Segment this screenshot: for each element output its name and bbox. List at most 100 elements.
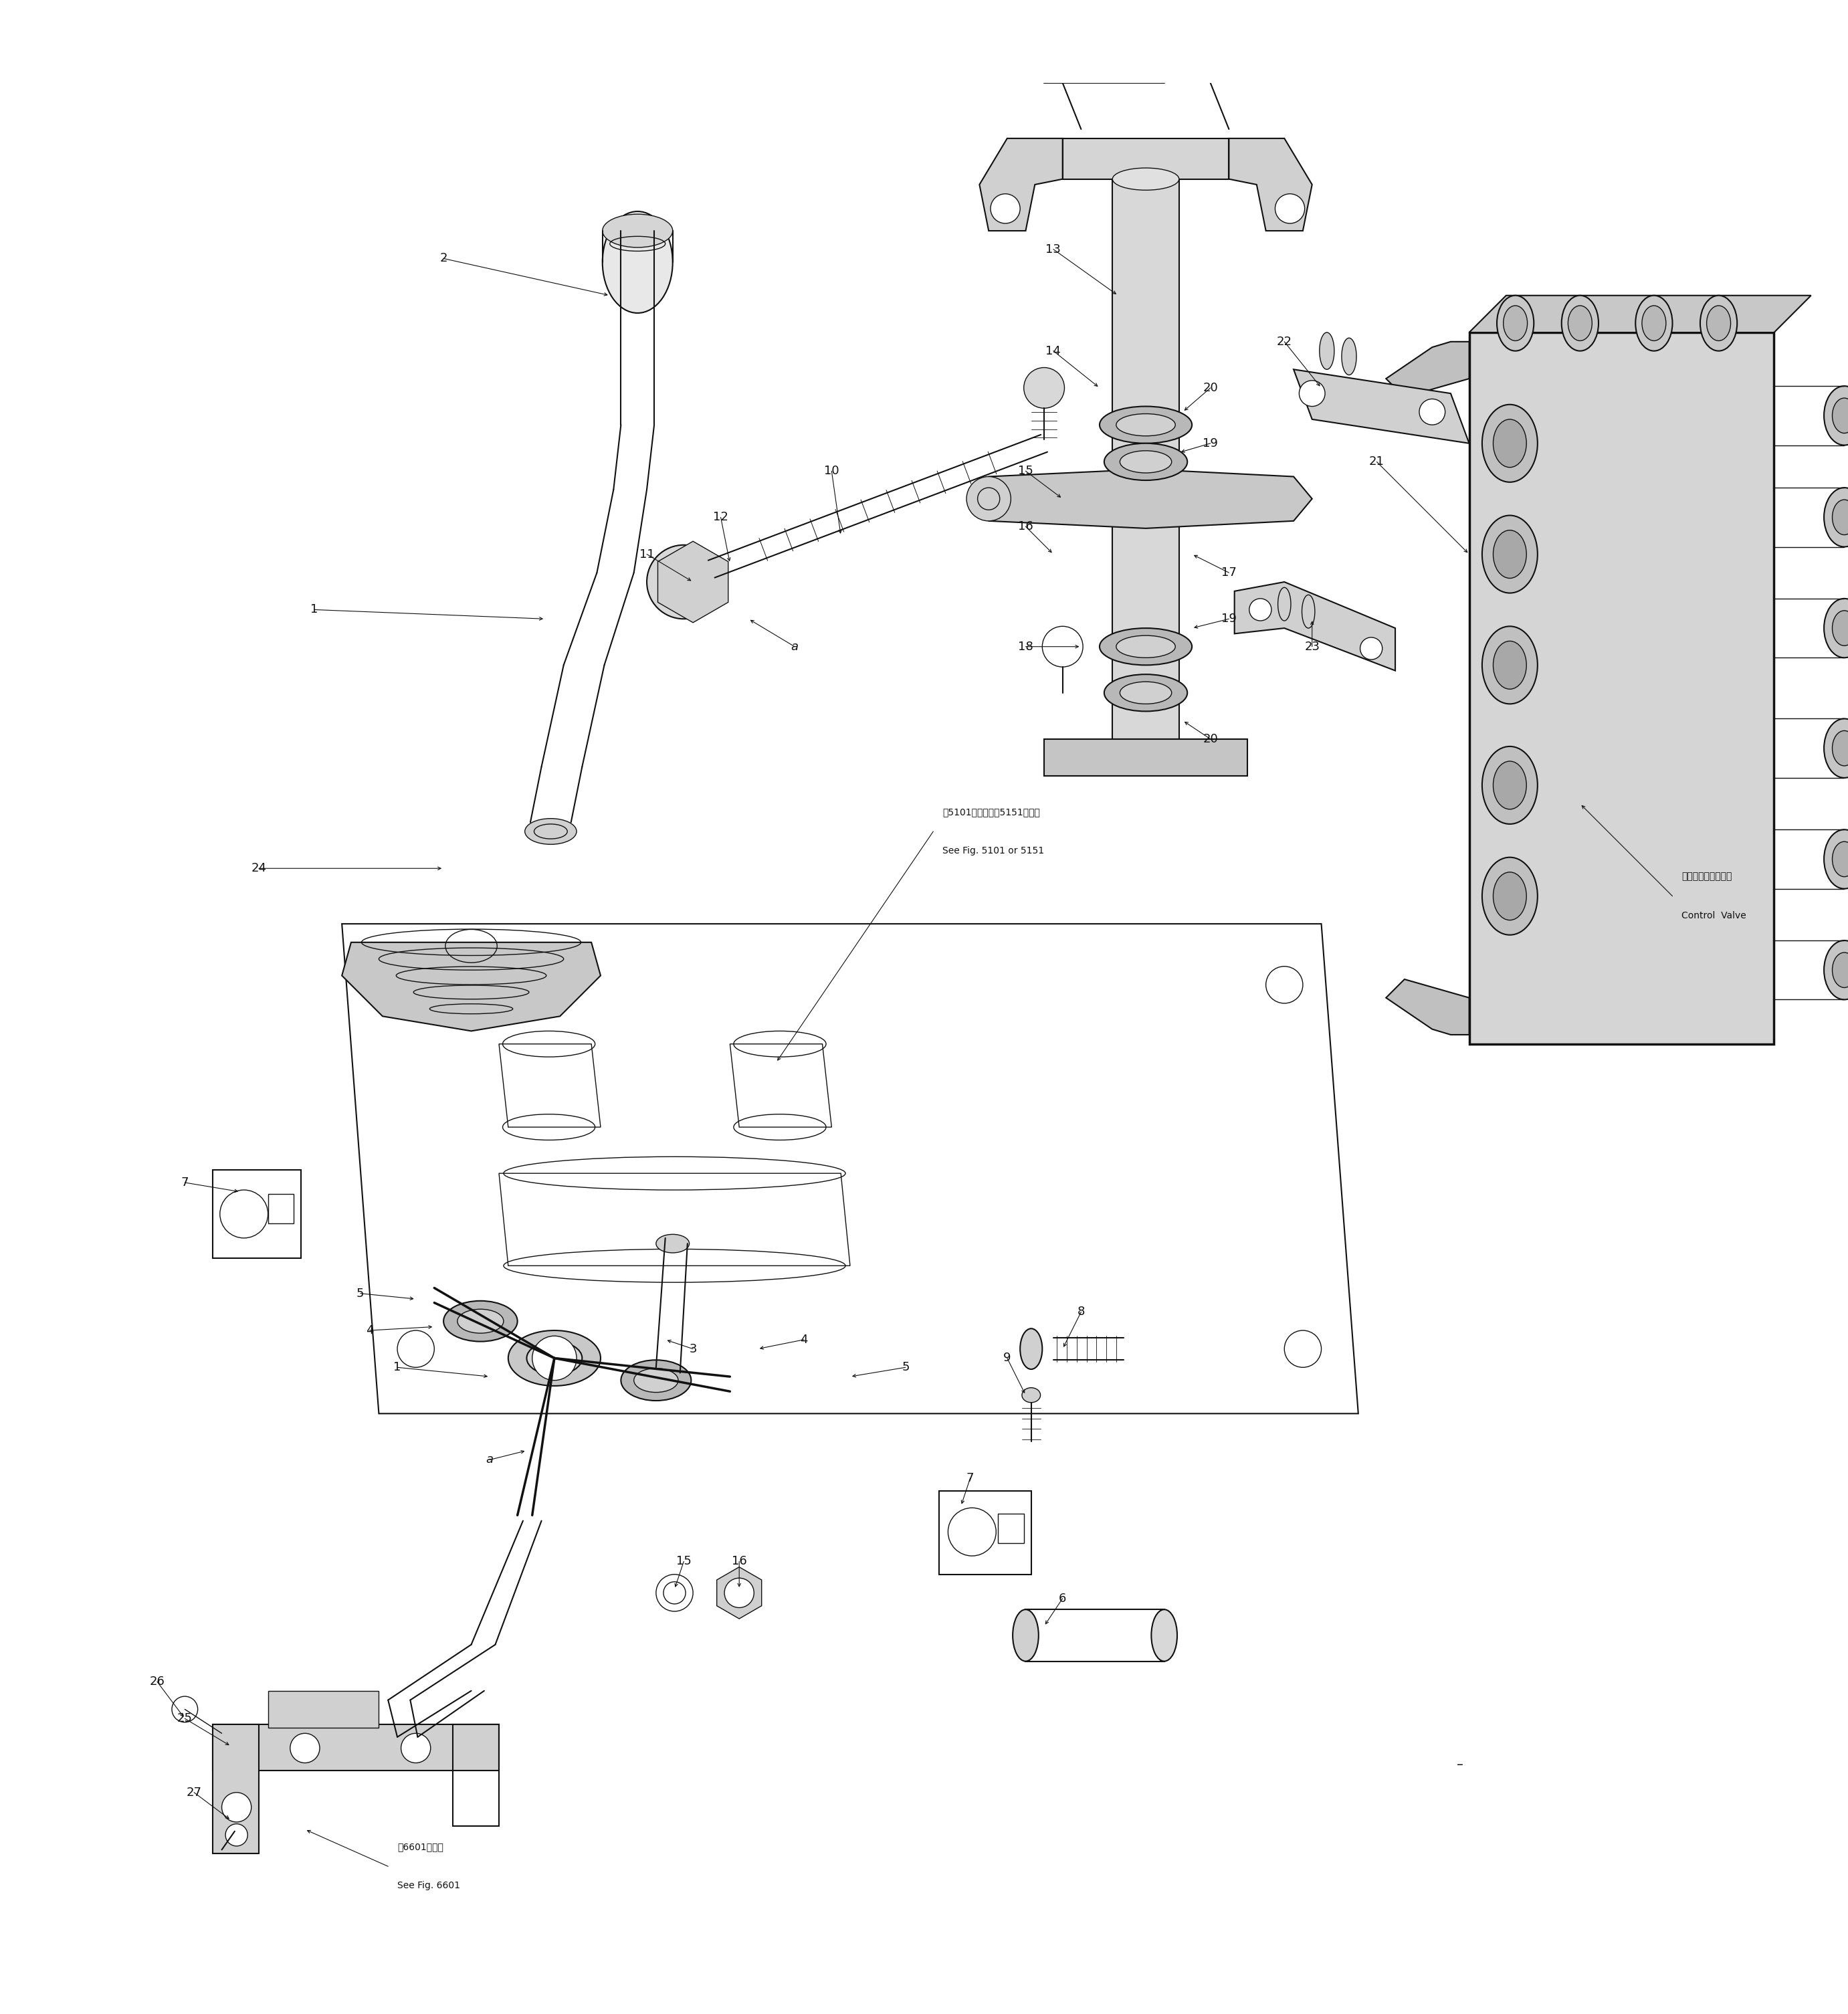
Ellipse shape [1831,731,1848,765]
Ellipse shape [1706,306,1730,340]
Ellipse shape [1112,167,1179,189]
Text: 19: 19 [1222,612,1236,624]
Ellipse shape [525,818,577,844]
Ellipse shape [1824,941,1848,999]
Polygon shape [658,542,728,622]
Polygon shape [1469,296,1811,332]
Bar [998,1513,1024,1543]
Circle shape [1249,598,1271,620]
Ellipse shape [1831,499,1848,536]
Ellipse shape [1482,858,1538,934]
Text: 1: 1 [394,1361,401,1374]
Ellipse shape [1100,628,1192,665]
Bar [939,1490,1031,1575]
Ellipse shape [1493,419,1526,467]
Text: a: a [486,1454,493,1466]
Circle shape [1024,367,1064,409]
Text: See Fig. 6601: See Fig. 6601 [397,1881,460,1891]
Ellipse shape [1482,405,1538,481]
Circle shape [401,1734,431,1762]
Text: 23: 23 [1305,640,1319,653]
Text: 11: 11 [639,548,654,560]
Ellipse shape [1342,338,1356,375]
Ellipse shape [1831,953,1848,987]
Text: 15: 15 [676,1555,691,1567]
Text: 5: 5 [357,1287,364,1299]
Polygon shape [979,139,1063,232]
Text: 17: 17 [1222,566,1236,578]
Text: 4: 4 [366,1325,373,1337]
Ellipse shape [621,1359,691,1400]
Ellipse shape [1567,306,1591,340]
Ellipse shape [1824,719,1848,777]
Ellipse shape [527,1341,582,1376]
Ellipse shape [1562,296,1599,350]
Ellipse shape [634,1368,678,1392]
Ellipse shape [508,1331,601,1386]
Ellipse shape [444,1301,517,1341]
Ellipse shape [1100,407,1192,443]
Bar [1063,139,1229,179]
Text: 20: 20 [1203,383,1218,395]
Ellipse shape [1831,610,1848,646]
Text: 25: 25 [177,1712,192,1724]
Text: See Fig. 5101 or 5151: See Fig. 5101 or 5151 [942,846,1044,856]
Bar [453,1724,499,1827]
Ellipse shape [1277,588,1290,620]
Text: 16: 16 [732,1555,747,1567]
Circle shape [225,1825,248,1847]
Ellipse shape [1120,451,1172,473]
Text: 2: 2 [440,252,447,264]
Ellipse shape [1824,598,1848,659]
Ellipse shape [1824,830,1848,888]
Text: 9: 9 [1003,1351,1011,1363]
Circle shape [290,1734,320,1762]
Ellipse shape [656,1235,689,1253]
Circle shape [222,1792,251,1823]
Text: 19: 19 [1203,437,1218,449]
Ellipse shape [602,211,673,312]
Polygon shape [1386,979,1469,1035]
Text: 4: 4 [800,1333,808,1345]
Text: 14: 14 [1046,344,1061,356]
Polygon shape [970,469,1312,528]
Ellipse shape [1482,516,1538,592]
Ellipse shape [1641,306,1665,340]
Ellipse shape [1493,872,1526,920]
Ellipse shape [1635,296,1672,350]
Circle shape [1275,193,1305,224]
Text: 21: 21 [1369,455,1384,467]
Ellipse shape [1116,636,1175,659]
Ellipse shape [1319,332,1334,369]
Polygon shape [717,1567,761,1619]
Bar [268,1194,294,1222]
Text: 第5101図または第5151図参照: 第5101図または第5151図参照 [942,808,1040,816]
Ellipse shape [1824,487,1848,548]
Ellipse shape [1120,681,1172,705]
Ellipse shape [1116,413,1175,435]
Ellipse shape [1831,842,1848,876]
Ellipse shape [1022,1388,1040,1402]
Ellipse shape [1301,594,1314,628]
Ellipse shape [1504,306,1526,340]
Text: 16: 16 [1018,520,1033,532]
Ellipse shape [1831,399,1848,433]
Text: 7: 7 [181,1176,188,1188]
Circle shape [647,546,721,618]
Text: コントロールバルブ: コントロールバルブ [1682,872,1732,882]
Ellipse shape [1482,747,1538,824]
Text: 13: 13 [1046,244,1061,256]
Ellipse shape [1824,387,1848,445]
Text: 27: 27 [187,1786,201,1799]
Bar [268,1692,379,1728]
Text: 12: 12 [713,512,728,524]
Ellipse shape [1013,1609,1039,1662]
Circle shape [991,193,1020,224]
Text: 22: 22 [1277,336,1292,348]
Text: 10: 10 [824,465,839,477]
Bar [213,1170,301,1259]
Polygon shape [1234,582,1395,671]
Ellipse shape [602,213,673,248]
Ellipse shape [1020,1329,1042,1370]
Circle shape [532,1335,577,1380]
